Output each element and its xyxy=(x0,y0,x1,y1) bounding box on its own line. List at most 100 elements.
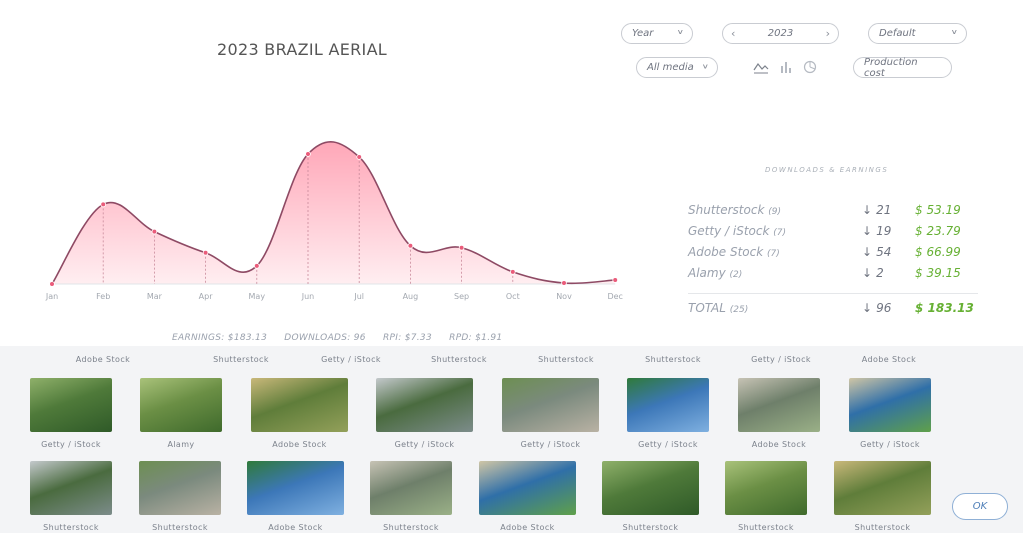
agency-label: Adobe Stock xyxy=(500,523,555,532)
media-tile[interactable]: Shutterstock xyxy=(139,461,221,532)
media-gallery[interactable]: Adobe Stock Shutterstock Getty / iStock Shu… xyxy=(0,346,1023,533)
agency-earnings: $ 39.15 xyxy=(915,266,961,280)
media-tile[interactable]: Adobe Stock xyxy=(251,378,348,449)
agency-label: Shutterstock xyxy=(645,355,701,364)
agency-earnings: $ 66.99 xyxy=(915,245,961,259)
stats-row: Getty / iStock (7) ↓ 19 $ 23.79 xyxy=(688,221,978,242)
sort-select-value: Default xyxy=(879,28,916,39)
data-point xyxy=(561,280,567,286)
pie-chart-icon[interactable] xyxy=(803,60,817,74)
agency-count: (2) xyxy=(729,270,743,280)
agency-label: Adobe Stock xyxy=(272,440,327,449)
chevron-down-icon: ∨ xyxy=(701,62,709,71)
media-thumbnail[interactable] xyxy=(479,461,576,515)
media-tile[interactable]: Getty / iStock xyxy=(627,378,709,449)
year-value: 2023 xyxy=(767,28,794,39)
media-thumbnail[interactable] xyxy=(30,461,112,515)
media-thumbnail[interactable] xyxy=(251,378,348,432)
media-tile[interactable]: Getty / iStock xyxy=(849,378,931,449)
bar-chart-icon[interactable] xyxy=(779,60,793,74)
agency-earnings: $ 53.19 xyxy=(915,203,961,217)
media-tile[interactable]: Getty / iStock xyxy=(376,378,473,449)
media-thumbnail[interactable] xyxy=(502,378,599,432)
x-tick-label: Jul xyxy=(353,292,364,301)
media-tile[interactable]: Getty / iStock xyxy=(502,378,599,449)
chevron-down-icon: ∨ xyxy=(676,28,684,37)
download-arrow-icon: ↓ xyxy=(862,245,873,259)
x-tick-label: Mar xyxy=(147,292,163,301)
download-arrow-icon: ↓ xyxy=(862,301,873,315)
area-fill xyxy=(52,141,616,284)
total-earnings: $ 183.13 xyxy=(915,301,974,315)
media-select-value: All media xyxy=(647,62,694,73)
x-tick-label: Feb xyxy=(96,292,110,301)
media-thumbnail[interactable] xyxy=(370,461,452,515)
media-tile[interactable]: Shutterstock xyxy=(834,461,931,532)
media-thumbnail[interactable] xyxy=(849,378,931,432)
agency-count: (7) xyxy=(773,228,786,238)
summary-downloads: DOWNLOADS: 96 xyxy=(284,333,366,343)
agency-label: Shutterstock xyxy=(43,523,99,532)
agency-label: Shutterstock xyxy=(213,355,269,364)
download-arrow-icon: ↓ xyxy=(862,266,873,280)
agency-downloads: 54 xyxy=(876,245,892,259)
media-tile[interactable]: Getty / iStock xyxy=(30,378,112,449)
agency-label: Adobe Stock xyxy=(751,440,807,449)
media-thumbnail[interactable] xyxy=(602,461,699,515)
x-tick-label: Apr xyxy=(199,292,214,301)
media-thumbnail[interactable] xyxy=(834,461,931,515)
stats-row: Adobe Stock (7) ↓ 54 $ 66.99 xyxy=(688,242,978,263)
media-tile[interactable]: Adobe Stock xyxy=(247,461,344,532)
period-select[interactable]: Year ∨ xyxy=(621,23,693,44)
production-cost-label: Production cost xyxy=(864,56,918,79)
chevron-right-icon[interactable]: › xyxy=(825,27,830,40)
chart-type-switcher xyxy=(753,60,817,74)
x-tick-label: Jan xyxy=(45,292,58,301)
agency-label: Shutterstock xyxy=(383,523,439,532)
stats-table: Shutterstock (9) ↓ 21 $ 53.19 Getty / iStock… xyxy=(688,200,978,284)
ok-button[interactable]: OK xyxy=(952,493,1008,520)
agency-count: (7) xyxy=(767,249,780,259)
period-select-value: Year xyxy=(632,28,654,39)
data-point xyxy=(356,154,363,160)
agency-count: (9) xyxy=(768,207,781,217)
agency-label: Shutterstock xyxy=(431,355,487,364)
stats-row: Alamy (2) ↓ 2 $ 39.15 xyxy=(688,263,978,284)
data-point xyxy=(305,151,311,157)
media-thumbnail[interactable] xyxy=(627,378,709,432)
data-point xyxy=(100,201,106,208)
media-tile[interactable]: Alamy xyxy=(140,378,222,449)
agency-label: Getty / iStock xyxy=(751,355,811,364)
media-thumbnail[interactable] xyxy=(376,378,473,432)
line-chart-icon[interactable] xyxy=(753,60,769,74)
chevron-down-icon: ∨ xyxy=(950,28,958,37)
media-thumbnail[interactable] xyxy=(30,378,112,432)
media-tile[interactable]: Shutterstock xyxy=(370,461,452,532)
media-thumbnail[interactable] xyxy=(140,378,222,432)
media-tile[interactable]: Shutterstock xyxy=(30,461,112,532)
media-tile[interactable]: Shutterstock xyxy=(725,461,807,532)
media-thumbnail[interactable] xyxy=(738,378,820,432)
media-thumbnail[interactable] xyxy=(725,461,807,515)
year-stepper[interactable]: ‹ 2023 › xyxy=(722,23,839,44)
sort-select[interactable]: Default ∨ xyxy=(868,23,967,44)
media-tile[interactable]: Adobe Stock xyxy=(738,378,820,449)
total-count: (25) xyxy=(729,305,749,315)
media-tile[interactable]: Shutterstock xyxy=(602,461,699,532)
agency-name: Getty / iStock xyxy=(688,224,770,238)
agency-label: Adobe Stock xyxy=(268,523,323,532)
page-title: 2023 BRAZIL AERIAL xyxy=(217,40,388,59)
agency-label: Adobe Stock xyxy=(861,355,917,364)
media-thumbnail[interactable] xyxy=(247,461,344,515)
download-arrow-icon: ↓ xyxy=(862,224,873,238)
media-tile[interactable]: Adobe Stock xyxy=(479,461,576,532)
x-tick-label: Dec xyxy=(607,292,622,301)
production-cost-button[interactable]: Production cost xyxy=(853,56,952,79)
media-select[interactable]: All media ∨ xyxy=(636,57,718,78)
media-thumbnail[interactable] xyxy=(139,461,221,515)
download-arrow-icon: ↓ xyxy=(862,203,873,217)
data-point xyxy=(612,277,618,283)
agency-label: Shutterstock xyxy=(538,355,594,364)
x-tick-label: May xyxy=(249,292,266,301)
chevron-left-icon[interactable]: ‹ xyxy=(731,27,736,40)
